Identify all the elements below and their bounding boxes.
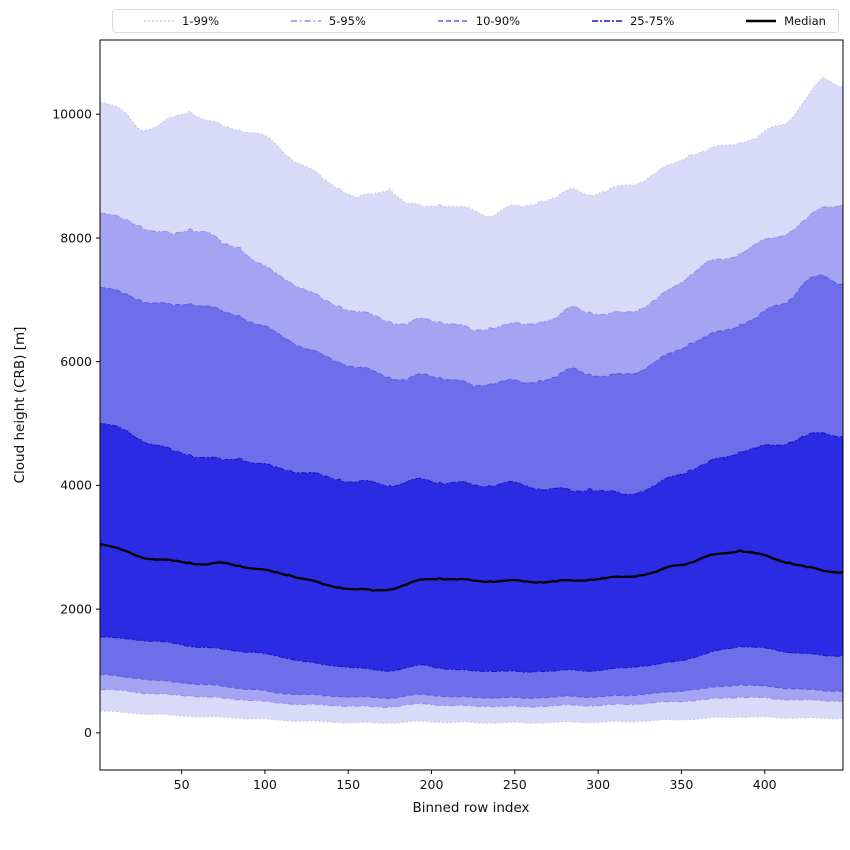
- legend-item-median: Median: [745, 14, 826, 28]
- legend-label-25-75: 25-75%: [629, 14, 675, 28]
- band-edge-high: [100, 423, 843, 496]
- band-10-90-line-swatch: [437, 20, 468, 22]
- x-tick-label: 350: [669, 777, 693, 792]
- legend: 1-99% 5-95% 10-90% 25-75% Median: [112, 9, 839, 33]
- legend-label-median: Median: [784, 14, 826, 28]
- x-tick-label: 300: [586, 777, 610, 792]
- y-tick-label: 8000: [60, 230, 92, 245]
- median-line: [100, 543, 843, 592]
- band-edge-high: [100, 76, 843, 218]
- x-tick-label: 200: [420, 777, 444, 792]
- legend-item-1-99: 1-99%: [143, 14, 219, 28]
- y-tick-label: 4000: [60, 478, 92, 493]
- band-edge-high: [100, 203, 843, 332]
- axes-spines: [99, 39, 844, 771]
- legend-label-5-95: 5-95%: [328, 14, 366, 28]
- legend-item-10-90: 10-90%: [437, 14, 520, 28]
- band-1-99-line-swatch: [144, 20, 174, 22]
- x-tick-label: 250: [503, 777, 527, 792]
- legend-item-5-95: 5-95%: [290, 14, 366, 28]
- y-tick-label: 10000: [52, 107, 92, 122]
- band-5-95-line-swatch: [290, 20, 321, 22]
- band-edge-low: [100, 673, 843, 700]
- legend-item-25-75: 25-75%: [591, 14, 674, 28]
- band-25-75-line-swatch: [591, 20, 622, 22]
- x-tick-label: 50: [174, 777, 190, 792]
- y-tick-label: 2000: [60, 601, 92, 616]
- band-edge-high: [100, 274, 843, 387]
- band-edge-low: [100, 710, 843, 725]
- x-tick-label: 400: [753, 777, 777, 792]
- legend-label-10-90: 10-90%: [475, 14, 521, 28]
- median-line-swatch: [746, 19, 777, 23]
- band-edge-low: [100, 636, 843, 673]
- x-tick-label: 150: [336, 777, 360, 792]
- x-tick-label: 100: [253, 777, 277, 792]
- y-tick-label: 0: [84, 725, 92, 740]
- y-tick-label: 6000: [60, 354, 92, 369]
- band-edge-low: [100, 689, 843, 708]
- legend-label-1-99: 1-99%: [182, 14, 220, 28]
- y-axis-label: Cloud height (CRB) [m]: [12, 327, 28, 484]
- band-fill: [100, 423, 843, 673]
- x-axis-label: Binned row index: [412, 800, 529, 816]
